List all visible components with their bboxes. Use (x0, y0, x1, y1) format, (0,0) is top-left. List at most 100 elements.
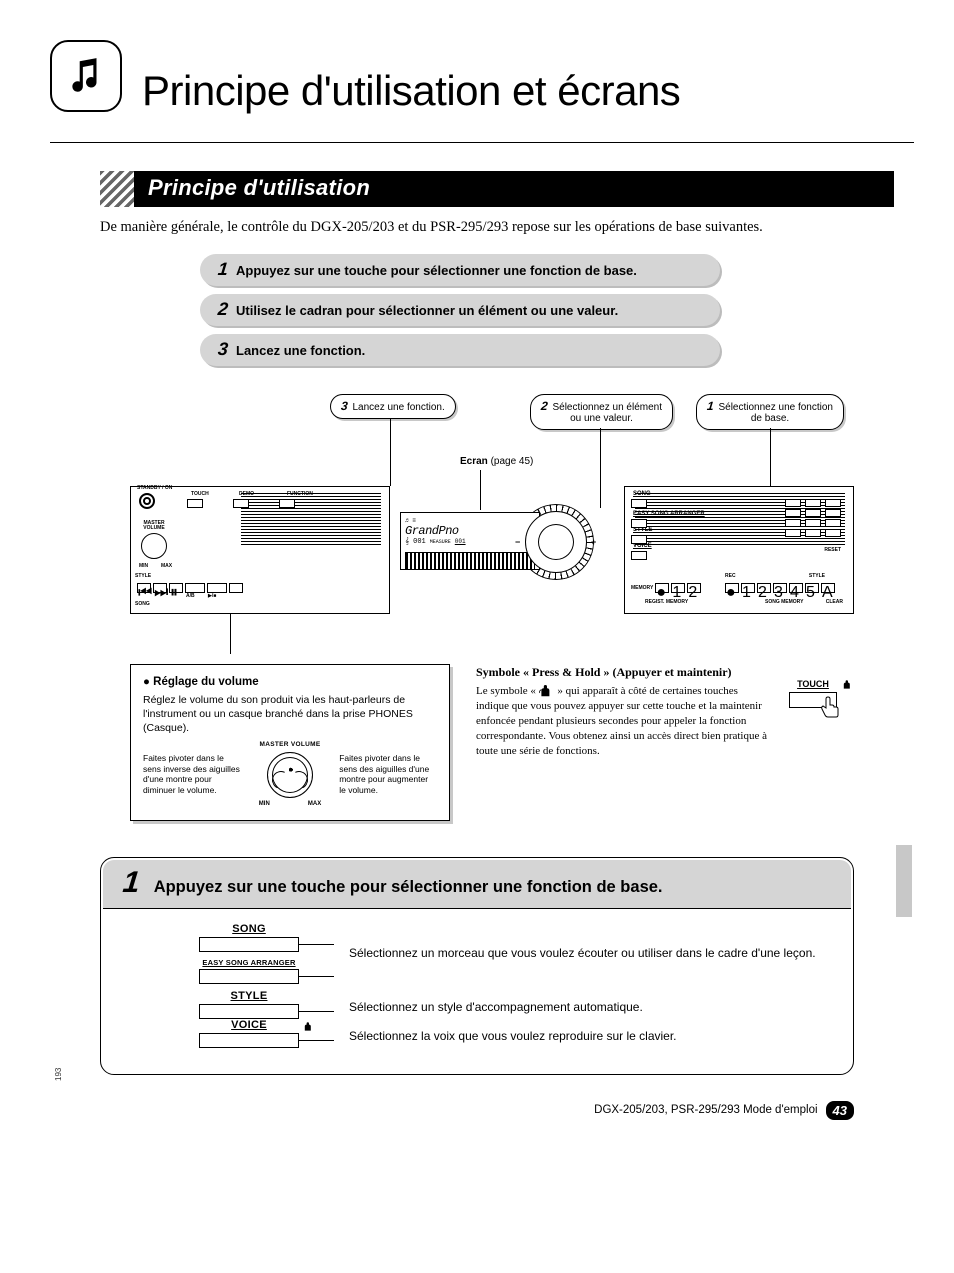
panel-right: − + SONG EASY SONG ARRANGER STYLE VOICE … (624, 486, 854, 614)
function-row-song: SONG EASY SONG ARRANGER Sélectionnez un … (169, 923, 835, 984)
section-ornament (100, 171, 134, 207)
callout-num: 3 (340, 399, 348, 413)
panel-button: ⏸ (169, 583, 183, 593)
lcd-voice-name: GrandPno (405, 524, 459, 538)
num-button (785, 499, 801, 507)
volume-ccw-caption: Faites pivoter dans le sens inverse des … (143, 753, 241, 796)
standby-button (139, 493, 155, 509)
volume-knob-icon (267, 752, 313, 798)
lcd-number: 001 (413, 538, 426, 546)
callout-1: 1 Sélectionnez une fonction de base. (696, 394, 844, 430)
panel-button: ⏮ (137, 583, 151, 593)
num-button (805, 499, 821, 507)
label-easy-song-arranger: EASY SONG ARRANGER (633, 511, 705, 517)
music-note-icon (50, 40, 122, 112)
label-rec: REC (725, 573, 736, 579)
title-underline (50, 142, 914, 143)
panel-button (279, 499, 295, 508)
panel-button (631, 499, 647, 508)
panel-left: STANDBY / ON TOUCH DEMO FUNCTION MASTER … (130, 486, 390, 614)
step-pill-1: 1 Appuyez sur une touche pour sélectionn… (200, 254, 720, 286)
label-memory: MEMORY (631, 585, 653, 591)
num-button (785, 509, 801, 517)
regist-memory-row: MEMORY ● 1 2 (631, 583, 701, 593)
label-style: STYLE (809, 573, 825, 579)
max-label: MAX (308, 800, 321, 808)
leader-line (480, 470, 481, 510)
callout-text: Lancez une fonction. (352, 402, 444, 413)
song-button (199, 937, 299, 952)
song-memory-row: ● 1 2 3 4 5 A (725, 583, 835, 593)
callout-text2: ou une valeur. (541, 413, 662, 424)
leader-line (390, 418, 391, 486)
num-button (825, 499, 841, 507)
func-desc-voice: Sélectionnez la voix que vous voulez rep… (349, 1028, 677, 1045)
callout-text2: de base. (707, 413, 833, 424)
panel-button: A (821, 583, 835, 593)
panel-button: ⏭ (153, 583, 167, 593)
page-title: Principe d'utilisation et écrans (142, 70, 680, 112)
panel-button: 2 (687, 583, 701, 593)
label-style: STYLE (135, 573, 151, 579)
style-button (199, 1004, 299, 1019)
panel-button (631, 551, 647, 560)
callout-text: Sélectionnez un élément (552, 402, 662, 413)
touch-button (789, 692, 837, 708)
page-number: 43 (826, 1101, 854, 1120)
num-button (805, 519, 821, 527)
label-song-memory: SONG MEMORY (765, 599, 803, 605)
print-code: 193 (54, 1068, 63, 1081)
section-heading-wrap: Principe d'utilisation (100, 171, 894, 207)
num-button (825, 509, 841, 517)
page-header: Principe d'utilisation et écrans (50, 40, 894, 112)
label-clear: CLEAR (826, 599, 843, 605)
volume-body: Réglez le volume du son produit via les … (143, 693, 437, 736)
label-reset: RESET (824, 547, 841, 553)
ecran-page: (page 45) (491, 456, 534, 467)
label-regist-memory: REGIST. MEMORY (645, 599, 688, 605)
panel-button: 2 (757, 583, 771, 593)
label-song: SONG (135, 601, 150, 607)
func-sublabel-esa: EASY SONG ARRANGER (169, 958, 329, 967)
label-max: MAX (161, 563, 172, 569)
panel-button: ● (725, 583, 739, 593)
num-button (805, 509, 821, 517)
press-body-pre: Le symbole « (476, 685, 539, 697)
panel-button: 5 (805, 583, 819, 593)
volume-knob-diagram: Faites pivoter dans le sens inverse des … (143, 741, 437, 808)
arrow-cw-icon (287, 768, 310, 791)
step-number: 1 (217, 259, 229, 280)
touch-button-demo: TOUCH (778, 678, 848, 708)
step-pill-3: 3 Lancez une fonction. (200, 334, 720, 366)
leader-line (770, 428, 771, 486)
press-hold-icon (303, 1019, 315, 1037)
panel-button (187, 499, 203, 508)
num-button (785, 529, 801, 537)
callout-3: 3 Lancez une fonction. (330, 394, 456, 419)
number-pad (785, 499, 843, 537)
panel-button: 3 (773, 583, 787, 593)
label-song: SONG (633, 491, 651, 497)
min-label: MIN (259, 800, 270, 808)
ecran-label-text: Ecran (460, 456, 488, 467)
panel-button: ● (655, 583, 669, 593)
leader-line (600, 428, 601, 508)
panel-button: ▶/■ (207, 583, 227, 593)
callout-num: 1 (706, 399, 714, 413)
func-label-song: SONG (169, 923, 329, 935)
info-boxes-row: Réglage du volume Réglez le volume du so… (130, 664, 854, 821)
step-text: Lancez une fonction. (236, 343, 365, 358)
cursor-hand-icon (818, 695, 842, 719)
press-hold-body: Le symbole « » qui apparaît à côté de ce… (476, 684, 770, 758)
panel-button: 1 (741, 583, 755, 593)
callout-num: 2 (540, 399, 548, 413)
step1-detail-box: 1 Appuyez sur une touche pour sélectionn… (100, 857, 854, 1075)
callout-2: 2 Sélectionnez un élément ou une valeur. (530, 394, 673, 430)
volume-heading: Réglage du volume (143, 675, 437, 691)
intro-paragraph: De manière générale, le contrôle du DGX-… (100, 219, 894, 236)
easy-song-arranger-button (199, 969, 299, 984)
volume-info-box: Réglage du volume Réglez le volume du so… (130, 664, 450, 821)
step-number: 2 (217, 299, 229, 320)
lcd-keyboard-icon (405, 552, 535, 570)
func-desc-style: Sélectionnez un style d'accompagnement a… (349, 999, 643, 1016)
